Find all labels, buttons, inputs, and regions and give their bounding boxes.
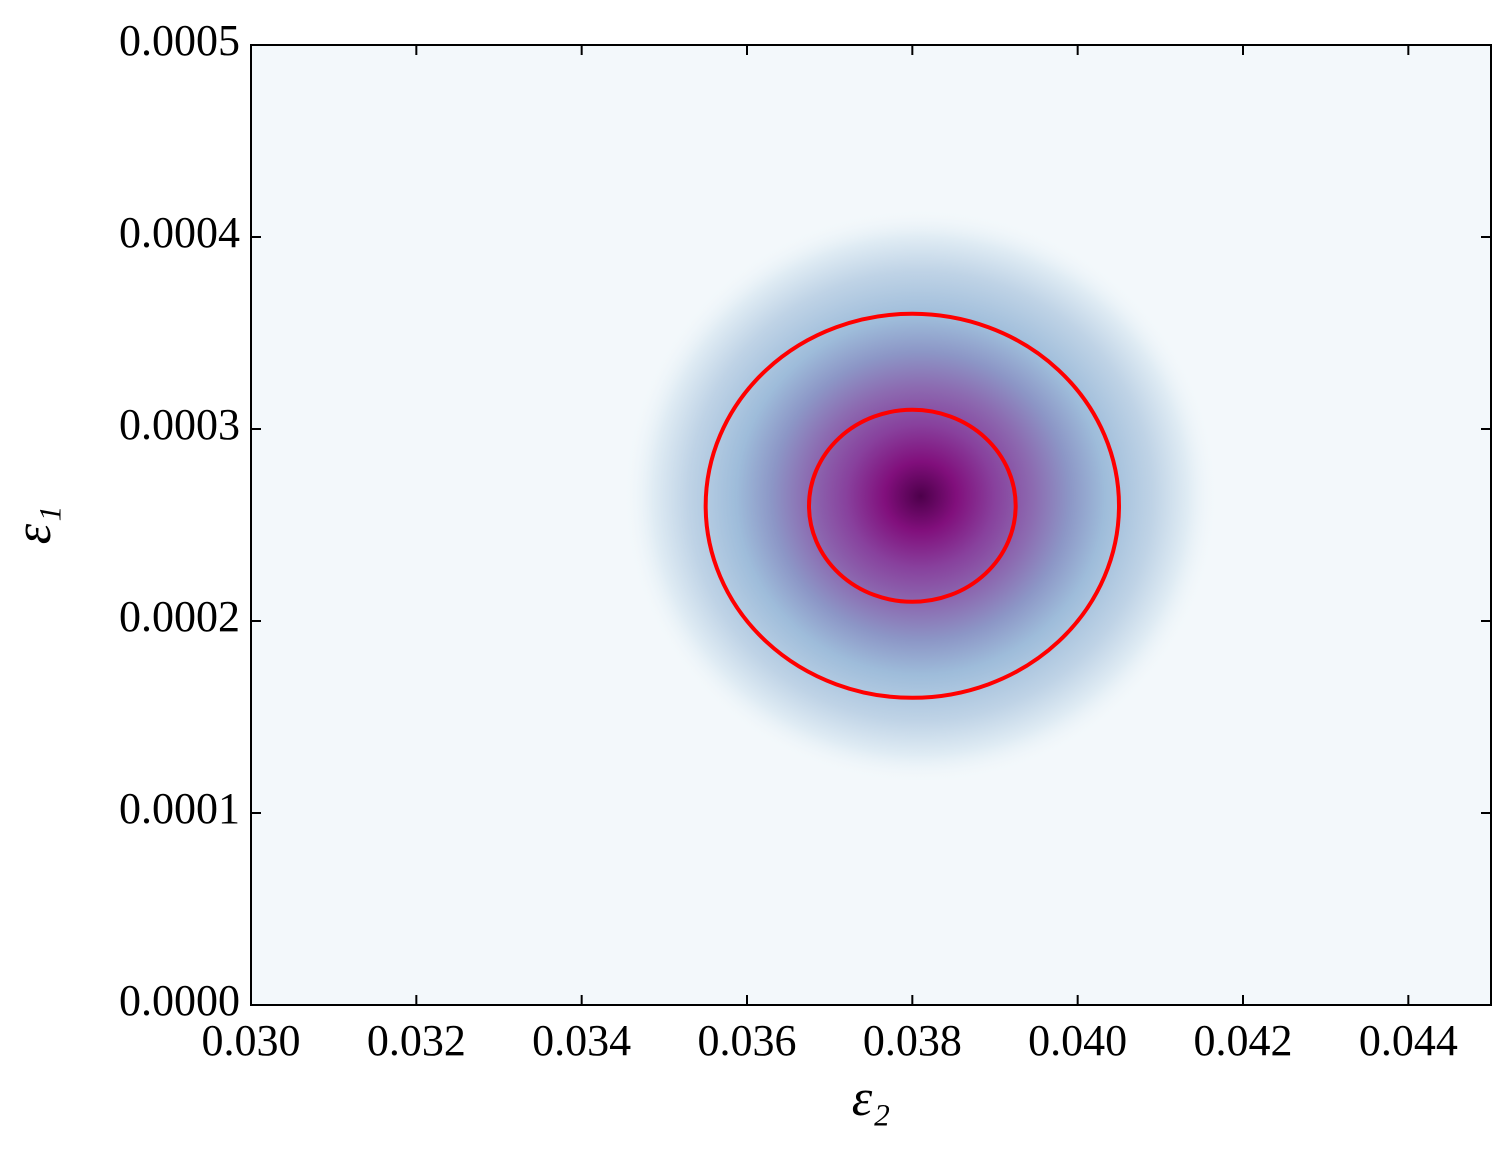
x-tick-label: 0.040	[1028, 1016, 1127, 1065]
x-tick-label: 0.044	[1359, 1016, 1458, 1065]
plot-frame	[250, 44, 1492, 1006]
x-tick-label: 0.038	[863, 1016, 962, 1065]
x-tick-label: 0.030	[202, 1016, 301, 1065]
y-tick-label: 0.0004	[119, 208, 240, 257]
y-axis-label: ε₁	[5, 506, 62, 545]
y-tick-label: 0.0001	[119, 784, 240, 833]
contour	[807, 407, 1018, 604]
plot-area	[623, 208, 1219, 785]
x-tick-label: 0.032	[367, 1016, 466, 1065]
y-tick-label: 0.0000	[119, 976, 240, 1025]
x-tick-label: 0.034	[532, 1016, 631, 1065]
y-tick-label: 0.0002	[119, 592, 240, 641]
contour	[703, 311, 1121, 700]
x-tick-label: 0.036	[698, 1016, 797, 1065]
x-axis-label: ε₂	[852, 1070, 891, 1127]
y-tick-label: 0.0005	[119, 16, 240, 65]
density-field	[623, 208, 1219, 785]
y-tick-label: 0.0003	[119, 400, 240, 449]
x-tick-label: 0.042	[1194, 1016, 1293, 1065]
